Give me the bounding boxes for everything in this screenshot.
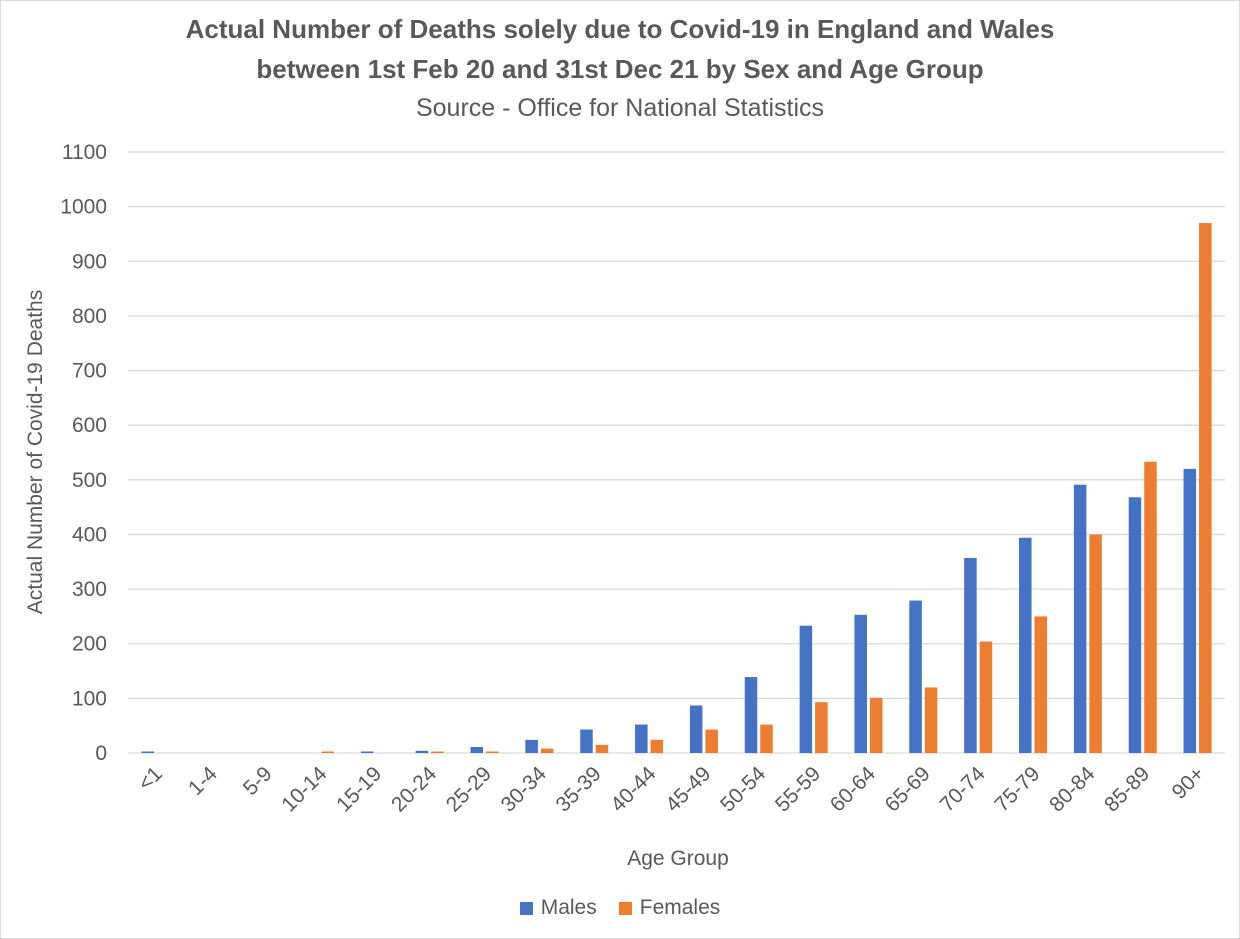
bar-males-60-64 [854, 614, 867, 753]
y-tick-label: 200 [72, 633, 107, 656]
bar-males-30-34 [525, 739, 538, 753]
bar-males-70-74 [964, 557, 977, 753]
bar-males-35-39 [580, 729, 593, 753]
bar-males-45-49 [689, 705, 703, 753]
y-tick-label: 300 [72, 578, 107, 601]
x-tick-label: 55-59 [771, 762, 825, 816]
bar-males-65-69 [909, 600, 922, 753]
bar-females-20-24 [431, 751, 444, 753]
x-tick-label: 20-24 [387, 762, 441, 816]
x-tick-label: 30-34 [497, 762, 551, 816]
bar-females-10-14 [321, 751, 334, 753]
bar-females-75-79 [1034, 616, 1048, 753]
bar-females-35-39 [595, 744, 609, 753]
bar-males-20-24 [415, 750, 429, 753]
bar-males-25-29 [470, 746, 484, 753]
x-tick-label: 10-14 [277, 762, 331, 816]
x-tick-label: 75-79 [990, 762, 1044, 816]
y-tick-labels: 0 100 200 300 400 500 600 700 800 900 1000 1100 [60, 141, 107, 765]
x-tick-label: 90+ [1168, 762, 1209, 803]
legend: Males Females [0, 896, 1240, 920]
legend-item-females: Females [618, 896, 721, 920]
legend-swatch-females [618, 901, 632, 915]
y-tick-label: 500 [72, 469, 107, 492]
bar-females-70-74 [979, 641, 993, 753]
bar-females-65-69 [924, 687, 938, 753]
chart-title: Actual Number of Deaths solely due to Co… [185, 14, 1055, 44]
bar-females-25-29 [486, 751, 499, 753]
bar-females-50-54 [760, 724, 773, 753]
bar-females-45-49 [705, 729, 718, 753]
y-tick-label: 900 [72, 250, 107, 273]
legend-item-males: Males [519, 896, 597, 920]
y-tick-label: 800 [72, 305, 107, 328]
bar-males-<1 [141, 751, 154, 753]
y-tick-label: 0 [95, 742, 107, 765]
chart-title-line2: between 1st Feb 20 and 31st Dec 21 by Se… [256, 54, 984, 84]
bar-males-40-44 [635, 724, 648, 753]
bar-males-75-79 [1019, 537, 1032, 753]
x-tick-label: 5-9 [239, 762, 277, 800]
y-tick-label: 600 [72, 414, 107, 437]
x-tick-label: 65-69 [881, 762, 935, 816]
x-tick-label: 1-4 [184, 762, 222, 800]
bar-females-40-44 [650, 739, 664, 753]
bar-males-15-19 [360, 751, 374, 753]
bar-females-30-34 [540, 748, 554, 753]
bar-males-85-89 [1128, 497, 1142, 753]
bar-females-55-59 [815, 702, 828, 753]
x-tick-label: 50-54 [716, 762, 770, 816]
x-tick-label: 25-29 [442, 762, 496, 816]
bars [141, 223, 1212, 753]
bar-males-90+ [1183, 468, 1197, 753]
y-axis-label: Actual Number of Covid-19 Deaths [24, 290, 47, 615]
x-tick-labels: <1 1-4 5-9 10-14 15-19 20-24 25-29 30-34 35-39 40… [134, 762, 1209, 816]
legend-swatch-males [519, 901, 533, 915]
x-tick-label: 60-64 [826, 762, 880, 816]
y-tick-label: 1000 [60, 196, 107, 219]
bar-females-60-64 [869, 697, 883, 753]
x-tick-label: 85-89 [1100, 762, 1154, 816]
y-tick-label: 1100 [62, 141, 107, 164]
x-tick-label: 45-49 [661, 762, 715, 816]
x-tick-label: 80-84 [1045, 762, 1099, 816]
x-tick-label: 40-44 [606, 762, 660, 816]
y-tick-label: 700 [72, 360, 107, 383]
bar-males-55-59 [799, 625, 813, 753]
bar-females-80-84 [1089, 534, 1102, 753]
x-tick-label: 35-39 [552, 762, 606, 816]
bar-females-85-89 [1144, 461, 1157, 753]
x-axis-label: Age Group [627, 847, 729, 870]
y-tick-label: 100 [72, 687, 107, 710]
x-tick-label: 15-19 [332, 762, 386, 816]
legend-label-males: Males [540, 896, 597, 919]
chart-subtitle: Source - Office for National Statistics [415, 94, 825, 122]
bar-males-50-54 [744, 677, 758, 753]
x-tick-label: <1 [134, 762, 167, 795]
legend-label-females: Females [639, 896, 721, 919]
x-tick-label: 70-74 [935, 762, 989, 816]
bar-females-90+ [1199, 223, 1212, 753]
bar-males-80-84 [1073, 484, 1087, 753]
gridlines [128, 151, 1225, 754]
y-tick-label: 400 [72, 523, 107, 546]
